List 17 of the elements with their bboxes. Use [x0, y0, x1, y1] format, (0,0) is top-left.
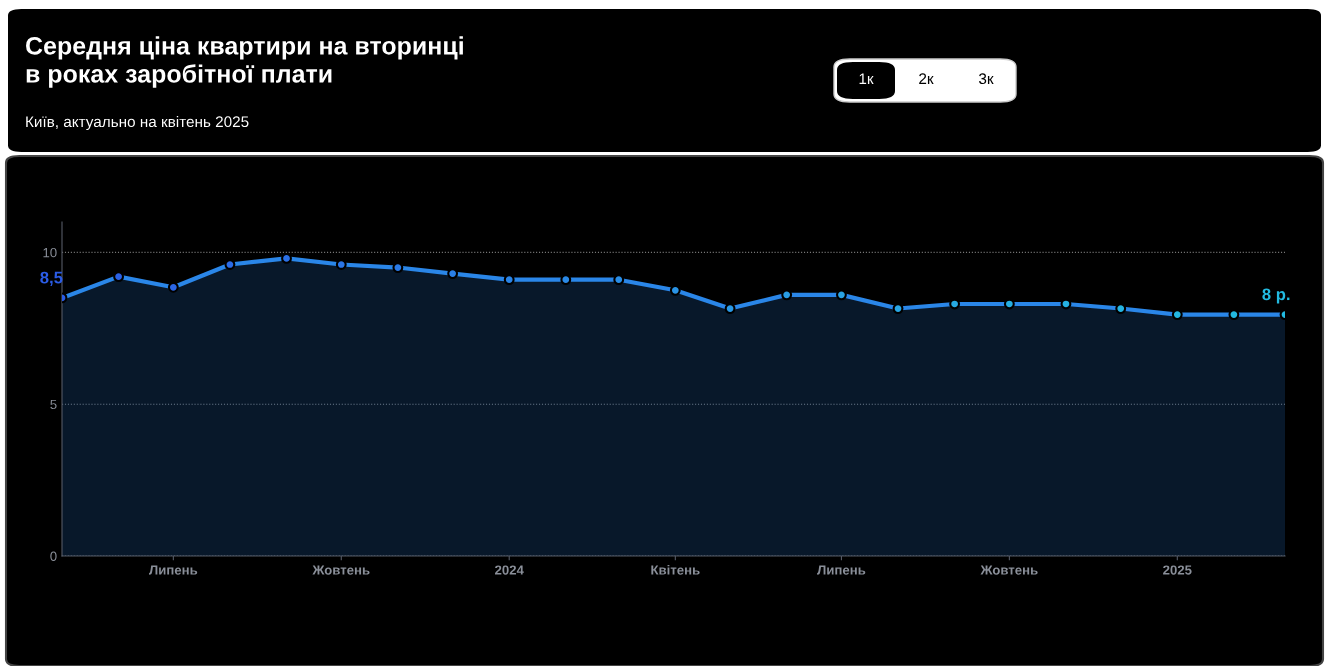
- y-tick-label: 0: [50, 551, 57, 561]
- x-tick-label: Липень: [149, 565, 198, 575]
- x-tick-label: 2024: [495, 565, 524, 575]
- x-tick-label: Липень: [817, 565, 866, 575]
- x-tick-label: 2025: [1163, 565, 1192, 575]
- data-label: 8 р.: [1262, 288, 1290, 304]
- data-label: 8,5: [40, 271, 63, 286]
- y-tick-label: 5: [50, 399, 57, 410]
- text: 1к: [859, 73, 874, 84]
- x-tick-label: Жовтень: [980, 565, 1038, 575]
- chart-subtitle: Київ, актуально на квітень 2025: [26, 115, 249, 131]
- text: 3к: [978, 73, 994, 85]
- x-tick-label: Жовтень: [312, 565, 370, 575]
- text: 2к: [919, 73, 934, 84]
- y-tick-label: 10: [43, 247, 57, 258]
- x-tick-label: Квітень: [651, 565, 700, 575]
- chart-title: Середня ціна квартири на вторинці в роках заробітної плати: [26, 36, 463, 88]
